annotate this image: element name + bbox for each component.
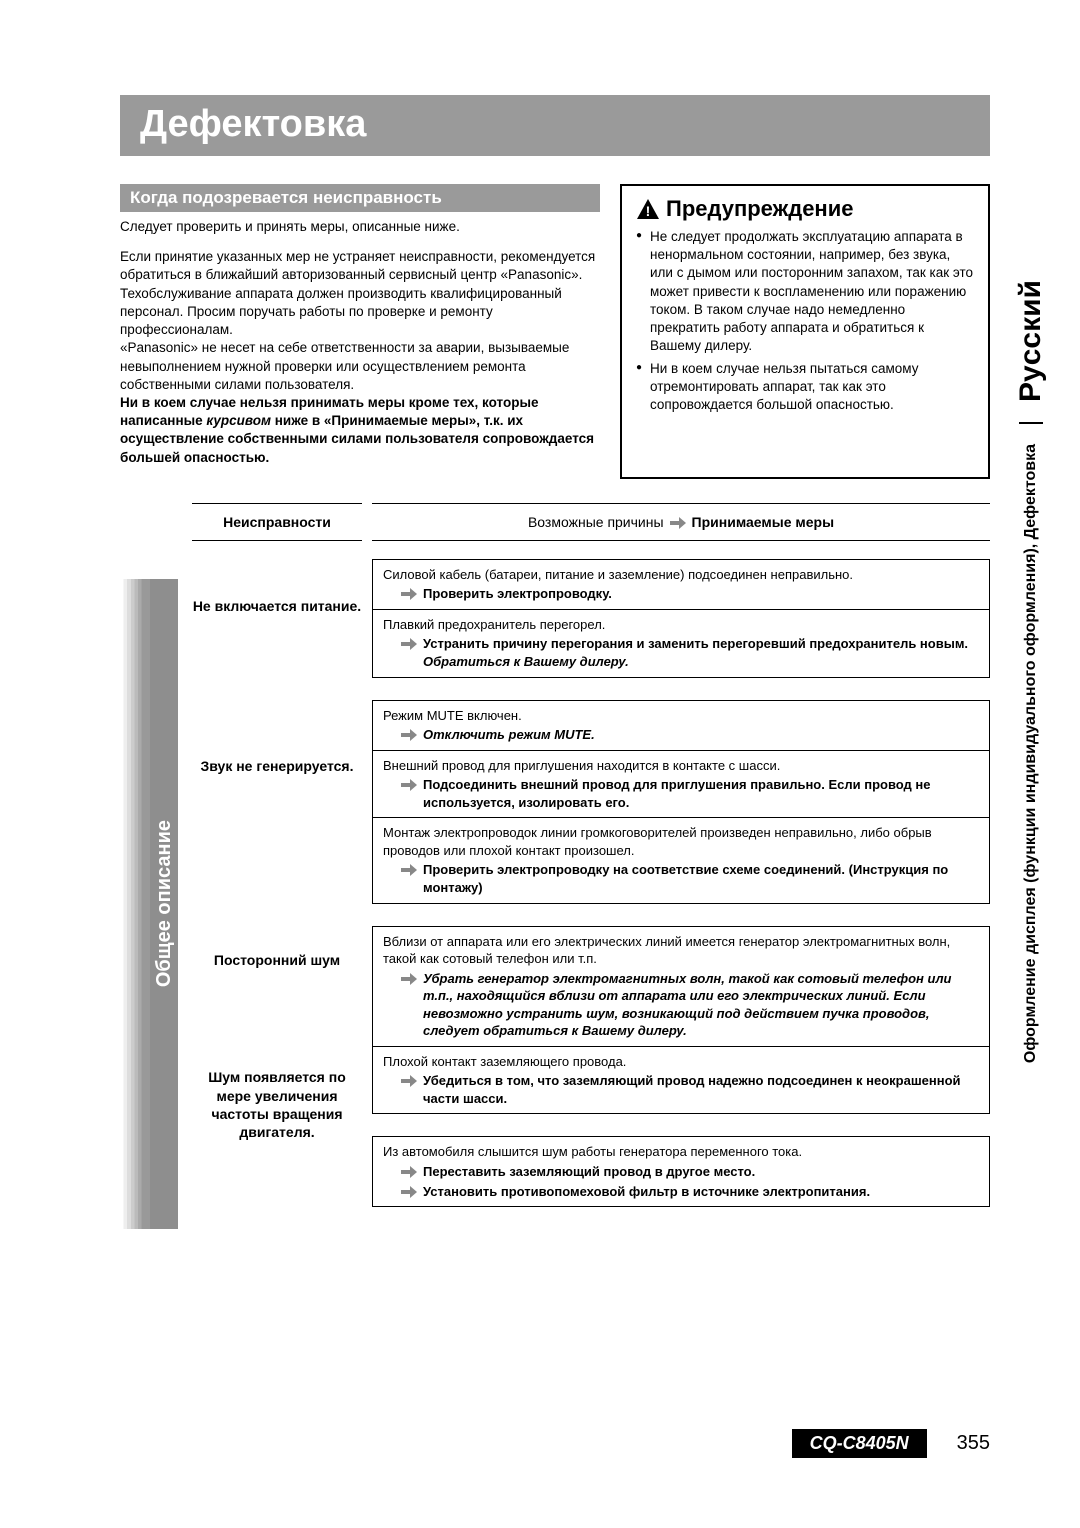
warning-title: ! Предупреждение xyxy=(636,196,974,222)
title-bar: Дефектовка xyxy=(120,95,990,156)
solution-row: Плохой контакт заземляющего провода. Убе… xyxy=(373,1046,989,1114)
right-margin-labels: Pyccкий Оформление дисплея (функции инди… xyxy=(1014,280,1048,1063)
section-label: Оформление дисплея (функции индивидуальн… xyxy=(1022,444,1040,1063)
page-footer: CQ-C8405N 355 xyxy=(120,1429,990,1458)
model-number: CQ-C8405N xyxy=(792,1429,927,1458)
side-gradient xyxy=(120,579,150,1229)
solution-row: Силовой кабель (батареи, питание и зазем… xyxy=(373,560,989,609)
solution-row: Монтаж электропроводок линии громкоговор… xyxy=(373,817,989,902)
fault-header: Неисправности xyxy=(192,503,362,541)
divider xyxy=(1019,422,1043,424)
fault-label: Шум появляется по мере увеличения частот… xyxy=(192,1065,362,1145)
arrow-right-icon xyxy=(401,726,417,744)
fault-column: Неисправности Не включается питание. Зву… xyxy=(192,503,362,1229)
solution-row: Из автомобиля слышится шум работы генера… xyxy=(373,1137,989,1206)
arrow-right-icon xyxy=(401,1072,417,1107)
intro-column: Когда подозревается неисправность Следуе… xyxy=(120,184,600,479)
arrow-right-icon xyxy=(401,970,417,1040)
warning-item: Ни в коем случае нельзя пытаться самому … xyxy=(636,360,974,415)
arrow-right-icon xyxy=(401,585,417,603)
warning-list: Не следует продолжать эксплуатацию аппар… xyxy=(636,228,974,414)
solution-box: Из автомобиля слышится шум работы генера… xyxy=(372,1136,990,1207)
arrow-right-icon xyxy=(401,776,417,811)
intro-p2-3: Если принятие указанных мер не устраняет… xyxy=(120,248,600,467)
solution-box: Вблизи от аппарата или его электрических… xyxy=(372,926,990,1115)
side-label-column: Общее описание xyxy=(150,579,178,1229)
subheading: Когда подозревается неисправность xyxy=(120,184,600,212)
solution-row: Внешний провод для приглушения находится… xyxy=(373,750,989,818)
arrow-right-icon xyxy=(401,861,417,896)
intro-row: Когда подозревается неисправность Следуе… xyxy=(120,184,990,479)
warning-box: ! Предупреждение Не следует продолжать э… xyxy=(620,184,990,479)
arrow-right-icon xyxy=(401,1183,417,1201)
warning-icon: ! xyxy=(636,198,660,220)
solution-row: Режим MUTE включен. Отключить режим MUTE… xyxy=(373,701,989,750)
fault-label: Звук не генерируется. xyxy=(192,676,362,856)
warning-item: Не следует продолжать эксплуатацию аппар… xyxy=(636,228,974,356)
solution-header: Возможные причины Принимаемые меры xyxy=(372,503,990,541)
arrow-right-icon xyxy=(401,1163,417,1181)
solution-row: Плавкий предохранитель перегорел. Устран… xyxy=(373,609,989,677)
arrow-right-icon xyxy=(670,516,686,528)
solution-column: Возможные причины Принимаемые меры Силов… xyxy=(372,503,990,1229)
svg-text:!: ! xyxy=(646,203,651,219)
troubleshooting-table: Общее описание Неисправности Не включает… xyxy=(120,503,990,1229)
page-title: Дефектовка xyxy=(140,103,970,146)
intro-text: Следует проверить и принять меры, описан… xyxy=(120,218,600,467)
solution-row: Вблизи от аппарата или его электрических… xyxy=(373,927,989,1046)
solution-box: Силовой кабель (батареи, питание и зазем… xyxy=(372,559,990,678)
language-label: Pyccкий xyxy=(1014,280,1048,402)
fault-label: Не включается питание. xyxy=(192,559,362,654)
fault-label: Посторонний шум xyxy=(192,878,362,1043)
page-number: 355 xyxy=(957,1432,990,1455)
intro-p1: Следует проверить и принять меры, описан… xyxy=(120,218,600,236)
solution-box: Режим MUTE включен. Отключить режим MUTE… xyxy=(372,700,990,904)
arrow-right-icon xyxy=(401,635,417,670)
side-label: Общее описание xyxy=(153,820,176,987)
page: Дефектовка Когда подозревается неисправн… xyxy=(0,0,1080,1528)
